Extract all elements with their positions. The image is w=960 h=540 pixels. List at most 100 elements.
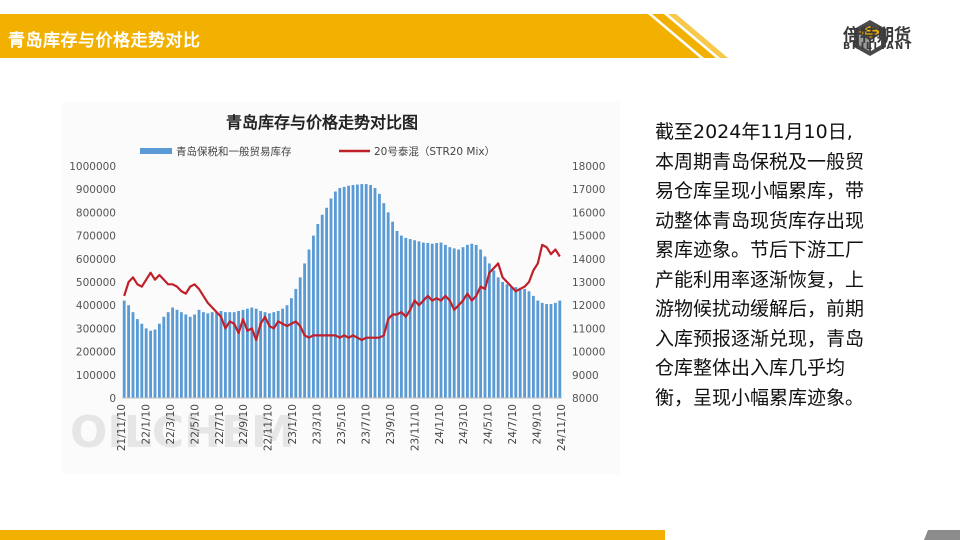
y-left-tick-label: 500000 [76, 277, 116, 289]
inventory-bar [360, 184, 364, 398]
inventory-bar [281, 308, 285, 398]
x-tick-label: 23/5/10 [336, 404, 348, 444]
y-left-tick-label: 700000 [76, 231, 116, 243]
legend-label-inventory: 青岛保税和一般贸易库存 [176, 145, 292, 158]
inventory-bar [470, 243, 474, 398]
inventory-bar [465, 244, 469, 398]
y-right-tick-label: 8000 [572, 393, 599, 405]
x-tick-label: 23/9/10 [385, 404, 397, 444]
inventory-bar [452, 248, 456, 398]
y-left-tick-label: 0 [109, 393, 116, 405]
inventory-bar [193, 314, 197, 398]
inventory-bar [263, 312, 267, 398]
inventory-bar [342, 186, 346, 398]
inventory-bar [179, 312, 183, 398]
y-right-tick-label: 18000 [572, 161, 605, 173]
inventory-bar [421, 242, 425, 398]
x-tick-label: 23/1/10 [287, 404, 299, 444]
inventory-bar [276, 311, 280, 398]
inventory-bar [364, 184, 368, 398]
inventory-bar [474, 244, 478, 398]
legend-label-price: 20号泰混（STR20 Mix） [374, 145, 495, 158]
inventory-bar [157, 323, 161, 398]
inventory-bar [127, 305, 131, 398]
inventory-bar [307, 249, 311, 398]
x-tick-label: 22/1/10 [140, 404, 152, 444]
inventory-bar [333, 191, 337, 398]
inventory-bar [439, 242, 443, 398]
x-tick-label: 23/7/10 [360, 404, 372, 444]
y-left-tick-label: 600000 [76, 254, 116, 266]
y-right-tick-label: 11000 [572, 323, 605, 335]
inventory-bars [122, 184, 562, 398]
inventory-bar [259, 311, 263, 398]
inventory-bar [131, 312, 135, 398]
price-line-layer [123, 243, 561, 342]
inventory-bar [166, 312, 170, 398]
inventory-bar [373, 188, 377, 398]
inventory-bar [391, 221, 395, 398]
inventory-bar [289, 298, 293, 398]
x-tick-label: 24/5/10 [483, 404, 495, 444]
inventory-bar [523, 288, 527, 398]
inventory-bar [505, 284, 509, 398]
inventory-bar [492, 270, 496, 398]
y-right-tick-label: 10000 [572, 347, 605, 359]
inventory-bar [197, 309, 201, 398]
inventory-bar [377, 193, 381, 398]
inventory-bar [399, 235, 403, 398]
inventory-bar [219, 311, 223, 398]
inventory-bar [144, 328, 148, 398]
header-dark-stripe [652, 14, 716, 58]
inventory-bar [417, 241, 421, 398]
inventory-bar [338, 188, 342, 398]
x-tick-label: 24/11/10 [556, 404, 568, 451]
y-left-tick-label: 900000 [76, 184, 116, 196]
y-left-tick-label: 800000 [76, 207, 116, 219]
page-title: 青岛库存与价格走势对比 [8, 31, 201, 51]
inventory-bar [311, 235, 315, 398]
inventory-bar [426, 243, 430, 398]
inventory-bar [215, 312, 219, 398]
inventory-bar [430, 243, 434, 398]
footer-accent-stripe [0, 530, 665, 540]
x-tick-label: 24/1/10 [434, 404, 446, 444]
inventory-bar [540, 302, 544, 398]
inventory-bar [496, 277, 500, 398]
inventory-bar [267, 313, 271, 398]
inventory-bar [250, 307, 254, 398]
commentary-text: 截至2024年11月10日,本周期青岛保税及一般贸易仓库呈现小幅累库，带动整体青… [655, 121, 865, 409]
header-thin-stripe [668, 14, 728, 58]
x-axis: 21/11/10 22/1/10 22/3/10 22/5/10 22/7/10 22/9… [116, 397, 568, 451]
y-right-tick-label: 15000 [572, 231, 605, 243]
inventory-bar [545, 304, 549, 398]
inventory-bar [153, 329, 157, 398]
inventory-bar [303, 263, 307, 398]
inventory-bar [175, 309, 179, 398]
inventory-bar [501, 282, 505, 398]
inventory-bar [413, 240, 417, 398]
x-tick-label: 21/11/10 [116, 404, 128, 451]
y-left-tick-label: 1000000 [69, 161, 116, 173]
inventory-bar [518, 287, 522, 398]
logo-text-en: BRILLIANT [843, 41, 913, 52]
x-tick-label: 24/7/10 [507, 404, 519, 444]
y-right-tick-label: 12000 [572, 300, 605, 312]
inventory-bar [272, 312, 276, 398]
header-accent-stripe [0, 14, 700, 58]
inventory-bar [122, 300, 126, 398]
inventory-bar [135, 319, 139, 398]
x-tick-label: 23/11/10 [409, 404, 421, 451]
footer-bar [0, 530, 960, 540]
chart-panel: OILCHEM 青岛库存与价格走势对比图 青岛保税和一般贸易库存 20号泰混（S… [62, 102, 620, 474]
y-axis-right: 8000 9000 10000 11000 12000 13000 14000 15000 16… [572, 161, 605, 405]
inventory-bar [223, 312, 227, 398]
inventory-bar [162, 316, 166, 398]
inventory-bar [316, 224, 320, 398]
legend-swatch-inventory [140, 148, 172, 154]
inventory-bar [188, 316, 192, 398]
y-right-tick-label: 14000 [572, 254, 605, 266]
chart-title: 青岛库存与价格走势对比图 [226, 113, 418, 132]
x-tick-label: 22/3/10 [165, 404, 177, 444]
inventory-bar [514, 287, 518, 398]
